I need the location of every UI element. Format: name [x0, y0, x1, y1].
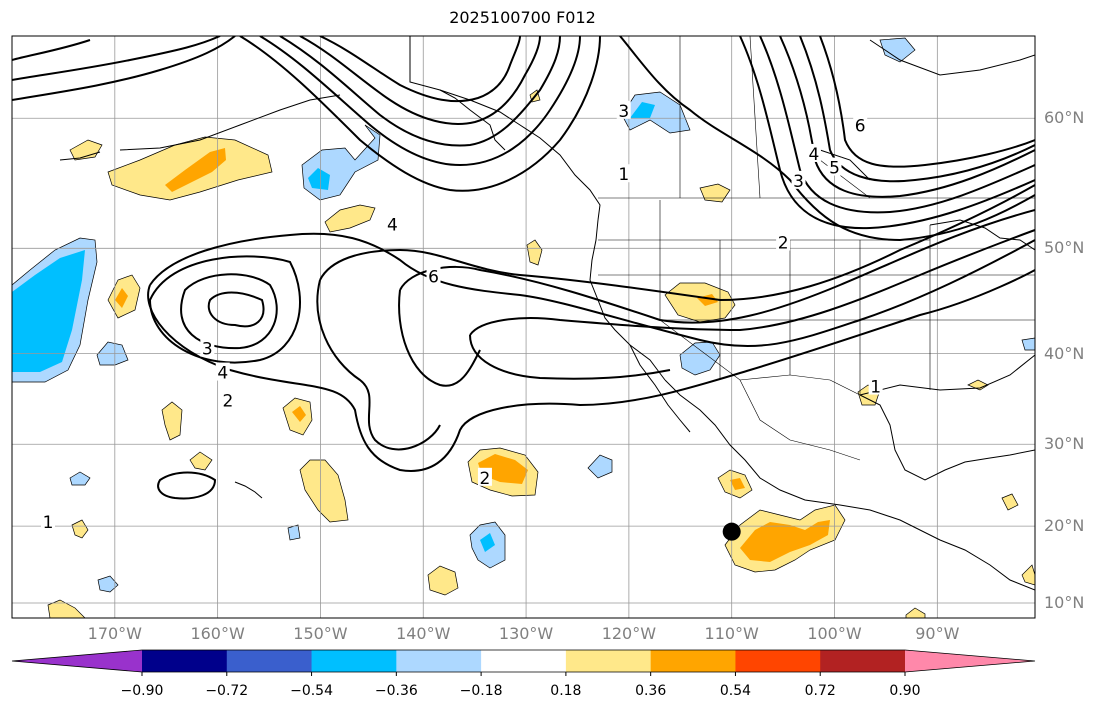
colorbar-segment: [396, 650, 482, 672]
contour-label-bg: [853, 115, 868, 134]
anomaly-shading: [12, 37, 1035, 618]
colorbar-tick-label: −0.54: [290, 683, 333, 699]
lon-label: 90°W: [915, 624, 960, 643]
contour-label-bg: [215, 362, 230, 381]
colorbar-extend-max: [905, 650, 1035, 672]
colorbar-tick-label: 0.36: [635, 683, 667, 699]
storm-center-marker: [722, 522, 741, 541]
plot-title: 2025100700 F012: [449, 8, 596, 27]
colorbar-tick-label: 0.18: [550, 683, 582, 699]
lon-label: 110°W: [704, 624, 759, 643]
lon-label: 170°W: [87, 624, 142, 643]
colorbar-tick-label: 0.90: [889, 683, 921, 699]
colorbar-segment: [650, 650, 736, 672]
lat-label: 50°N: [1044, 238, 1085, 258]
contour-label: 1: [618, 165, 629, 185]
contour-label: 6: [428, 267, 439, 287]
contour-label: 1: [43, 513, 54, 533]
contour-label-bg: [616, 100, 631, 119]
colorbar-tick-label: 0.72: [804, 683, 836, 699]
contour-label: 4: [217, 364, 228, 384]
contour-label-bg: [791, 170, 806, 189]
colorbar-segment: [735, 650, 821, 672]
lat-label: 40°N: [1044, 343, 1085, 363]
contour-lines: [12, 36, 1035, 500]
contour-label-bg: [40, 512, 55, 531]
lat-label: 10°N: [1044, 592, 1085, 612]
contour-label-bg: [426, 266, 441, 285]
colorbar-segment: [226, 650, 313, 672]
contour-label: 3: [202, 340, 213, 360]
contour-label: 3: [793, 172, 804, 192]
contour-label-bg: [220, 390, 235, 409]
contour-label-bg: [806, 143, 821, 162]
colorbar-segment: [820, 650, 906, 672]
contour-label-bg: [200, 338, 215, 357]
colorbar-tick-label: −0.72: [205, 683, 249, 699]
lat-label: 20°N: [1044, 516, 1085, 536]
contour-label-bg: [776, 232, 791, 251]
colorbar: [11, 649, 1036, 676]
lon-label: 100°W: [807, 624, 862, 643]
colorbar-tick-label: −0.18: [459, 683, 503, 699]
contour-label-bg: [868, 376, 883, 395]
colorbar-segment: [311, 650, 397, 672]
colorbar-segment: [142, 650, 228, 672]
lon-label: 140°W: [396, 624, 451, 643]
coastlines: [59, 36, 1035, 591]
lon-label: 160°W: [190, 624, 245, 643]
colorbar-tick-label: 0.54: [719, 683, 752, 699]
colorbar-segment: [565, 650, 652, 672]
contour-label: 2: [222, 391, 233, 411]
contour-label: 2: [778, 233, 789, 253]
colorbar-tick-label: −0.90: [120, 683, 164, 699]
lat-label: 30°N: [1044, 434, 1085, 454]
lon-label: 150°W: [293, 624, 348, 643]
lat-label: 60°N: [1044, 108, 1085, 128]
contour-label: 3: [618, 102, 629, 122]
contour-label: 5: [829, 159, 840, 179]
contour-label: 6: [855, 117, 866, 137]
contour-label: 2: [480, 469, 491, 489]
colorbar-tick-label: −0.36: [374, 683, 418, 699]
contour-label: 1: [870, 378, 881, 398]
contour-label-bg: [477, 467, 492, 486]
map-frame: [11, 35, 1036, 619]
lon-label: 130°W: [498, 624, 554, 643]
contour-label: 4: [387, 216, 398, 236]
colorbar-segment: [481, 650, 567, 672]
contour-label-bg: [616, 164, 631, 183]
contour-label: 4: [809, 145, 820, 165]
contour-label-bg: [827, 157, 842, 176]
lon-label: 120°W: [601, 624, 657, 643]
colorbar-extend-min: [12, 650, 142, 672]
contour-label-bg: [385, 214, 400, 233]
